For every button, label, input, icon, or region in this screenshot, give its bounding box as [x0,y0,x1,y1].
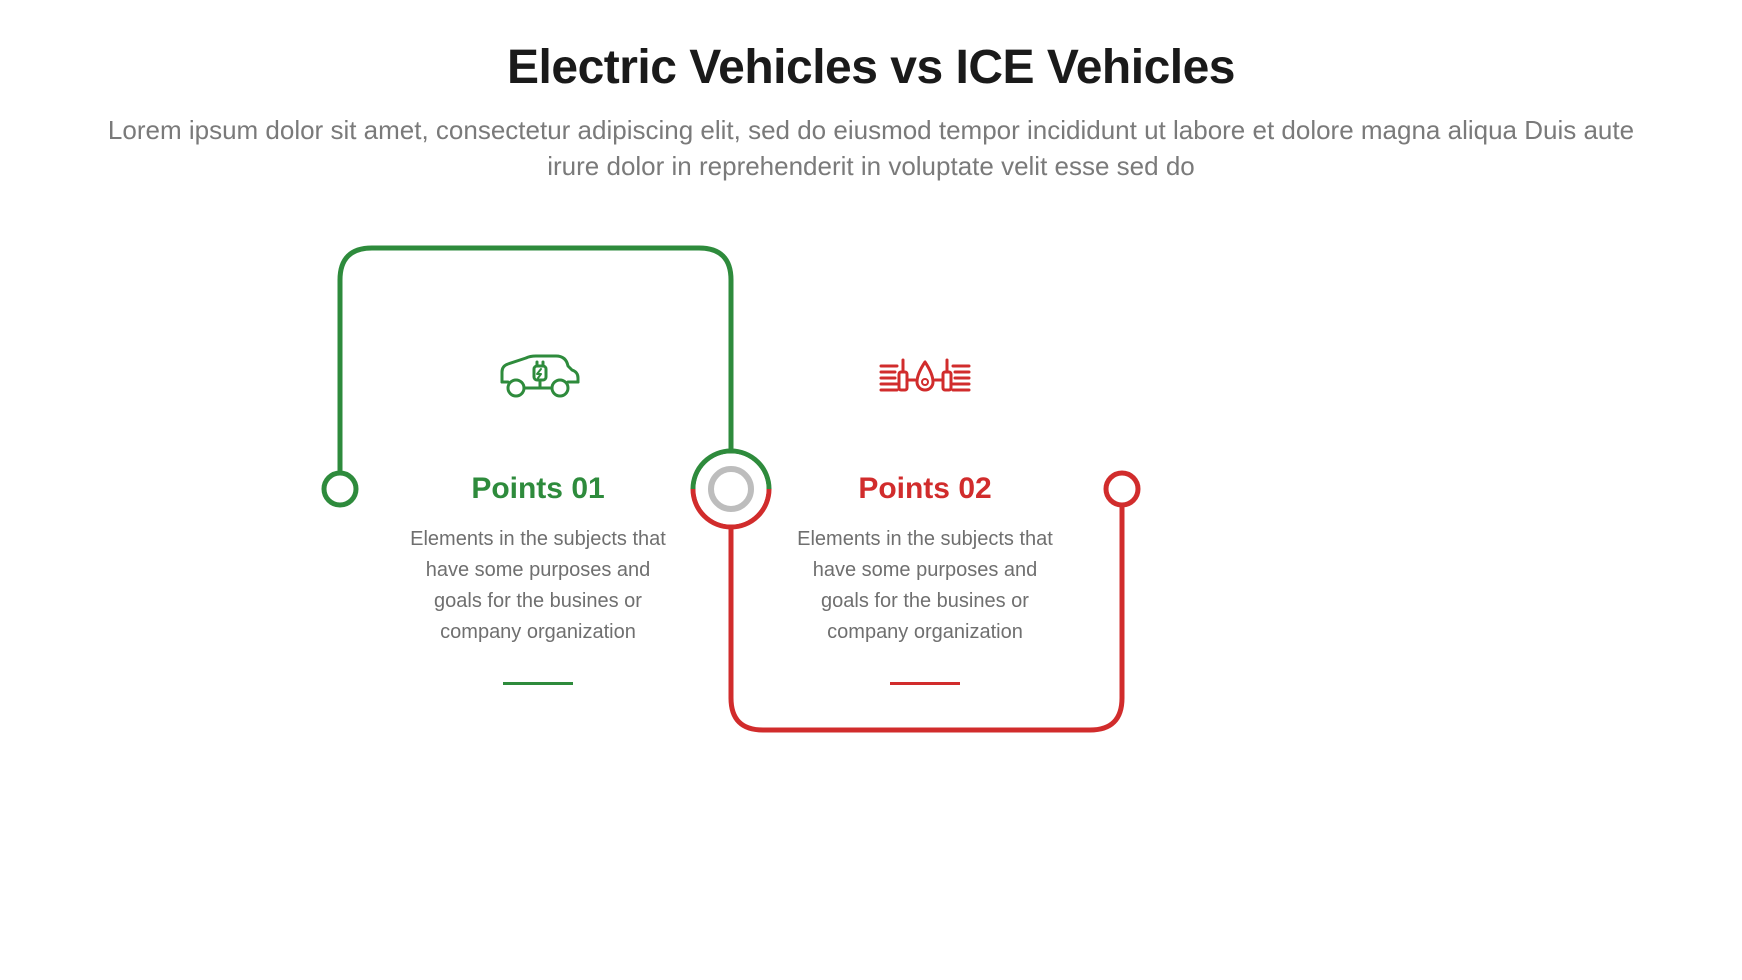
left-points-title: Points 01 [388,472,688,506]
page-title: Electric Vehicles vs ICE Vehicles [0,40,1742,95]
right-underline [890,682,960,685]
ev-car-icon [488,338,588,413]
right-points-title: Points 02 [775,472,1075,506]
ice-engine-icon [875,338,975,413]
left-underline [503,682,573,685]
left-points-body: Elements in the subjects that have some … [408,524,668,648]
right-points-body: Elements in the subjects that have some … [795,524,1055,648]
page-subtitle: Lorem ipsum dolor sit amet, consectetur … [0,112,1742,185]
